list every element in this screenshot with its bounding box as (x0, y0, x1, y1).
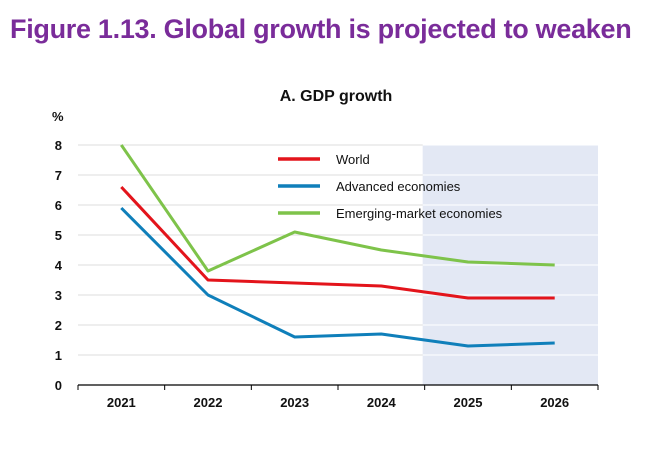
figure-title: Figure 1.13. Global growth is projected … (10, 14, 632, 44)
y-tick-label: 5 (55, 228, 62, 243)
x-tick-label: 2021 (107, 395, 136, 410)
series-line-advanced-economies (120, 206, 555, 348)
y-tick-label: 3 (55, 288, 62, 303)
y-tick-label: 7 (55, 168, 62, 183)
y-tick-label: 8 (55, 138, 62, 153)
y-tick-label: 6 (55, 198, 62, 213)
x-tick-label: 2024 (367, 395, 397, 410)
y-tick-label: 2 (55, 318, 62, 333)
y-tick-label: 1 (55, 348, 62, 363)
x-tick-label: 2023 (280, 395, 309, 410)
series-line-world (120, 185, 555, 300)
legend-label-world: World (336, 152, 370, 167)
series-line-emerging-market-economies (120, 144, 555, 273)
legend-label-emerging-market-economies: Emerging-market economies (336, 206, 503, 221)
y-tick-label: 4 (55, 258, 63, 273)
y-tick-label: 0 (55, 378, 62, 393)
x-tick-label: 2026 (540, 395, 569, 410)
legend-label-advanced-economies: Advanced economies (336, 179, 461, 194)
x-tick-label: 2025 (454, 395, 483, 410)
y-unit-label: % (52, 109, 64, 124)
panel-title: A. GDP growth (280, 88, 393, 105)
x-tick-label: 2022 (194, 395, 223, 410)
